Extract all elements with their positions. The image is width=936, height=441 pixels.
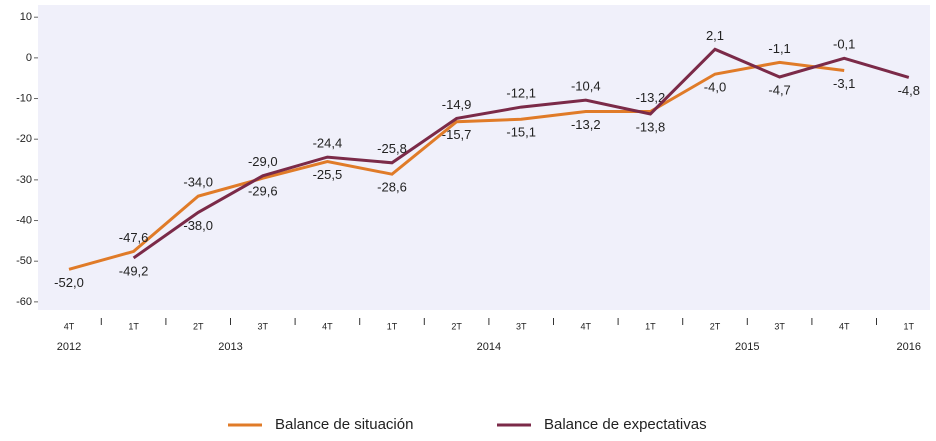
y-tick-label: -20: [16, 133, 32, 145]
data-label: -13,2: [571, 117, 601, 132]
x-group-label: 2014: [477, 341, 501, 353]
data-label: -13,8: [636, 119, 666, 134]
x-group-label: 2015: [735, 341, 759, 353]
x-group-label: 2012: [57, 341, 81, 353]
x-tick-label: 1T: [128, 321, 139, 331]
x-tick-label: 1T: [645, 321, 656, 331]
y-tick-label: -40: [16, 214, 32, 226]
data-label: -25,8: [377, 141, 407, 156]
data-label: -25,5: [313, 167, 343, 182]
x-tick-label: 2T: [710, 321, 721, 331]
data-label: -15,7: [442, 127, 472, 142]
data-label: 2,1: [706, 28, 724, 43]
y-tick-label: 10: [20, 11, 32, 23]
data-label: -4,7: [768, 82, 790, 97]
legend-label: Balance de expectativas: [544, 416, 707, 433]
data-label: -0,1: [833, 37, 855, 52]
data-label: -49,2: [119, 263, 149, 278]
x-tick-label: 3T: [774, 321, 785, 331]
x-tick-label: 3T: [258, 321, 269, 331]
y-tick-label: -50: [16, 255, 32, 267]
data-label: -38,0: [183, 218, 213, 233]
data-label: -15,1: [506, 125, 536, 140]
data-label: -4,0: [704, 80, 726, 95]
x-group-label: 2013: [218, 341, 242, 353]
x-tick-label: 2T: [193, 321, 204, 331]
data-label: -29,0: [248, 154, 278, 169]
legend-label: Balance de situación: [275, 416, 413, 433]
y-tick-label: -60: [16, 296, 32, 308]
data-label: -13,2: [636, 90, 666, 105]
series-line: [132, 47, 910, 260]
data-label: -34,0: [183, 175, 213, 190]
x-tick-label: 4T: [581, 321, 592, 331]
data-label: -29,6: [248, 184, 278, 199]
data-label: -52,0: [54, 275, 84, 290]
x-tick-label: 1T: [387, 321, 398, 331]
x-tick-label: 2T: [451, 321, 462, 331]
data-label: -4,8: [898, 83, 920, 98]
y-tick-label: 0: [26, 52, 32, 64]
y-tick-label: -30: [16, 174, 32, 186]
data-label: -47,6: [119, 230, 149, 245]
x-tick-label: 1T: [904, 321, 915, 331]
x-tick-label: 4T: [839, 321, 850, 331]
x-group-label: 2016: [897, 341, 921, 353]
series-line: [68, 60, 845, 271]
x-tick-label: 3T: [516, 321, 527, 331]
data-label: -10,4: [571, 79, 601, 94]
x-tick-label: 4T: [322, 321, 333, 331]
data-label: -28,6: [377, 180, 407, 195]
data-label: -14,9: [442, 97, 472, 112]
data-label: -3,1: [833, 76, 855, 91]
data-label: -24,4: [313, 136, 343, 151]
data-label: -12,1: [506, 86, 536, 101]
y-tick-label: -10: [16, 92, 32, 104]
x-tick-label: 4T: [64, 321, 75, 331]
data-label: -1,1: [768, 41, 790, 56]
plot-area: [38, 5, 930, 310]
